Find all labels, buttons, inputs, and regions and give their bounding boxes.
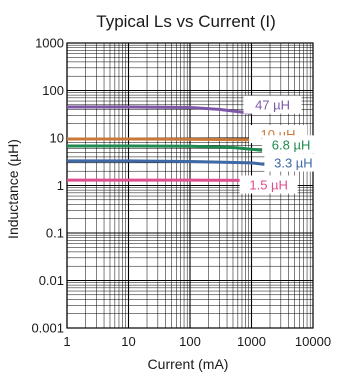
- series-label-bg: [239, 175, 298, 194]
- plot-frame: [66, 42, 314, 329]
- grid: [66, 43, 313, 329]
- y-tick-label: 1: [57, 178, 64, 193]
- series-layer: [67, 105, 289, 183]
- series-line-0: [67, 105, 252, 115]
- y-axis-label: Inductance (µH): [5, 139, 21, 239]
- x-tick-label: 1000: [237, 334, 266, 349]
- chart-title: Typical Ls vs Current (I): [96, 12, 276, 31]
- x-tick-label: 1: [63, 334, 70, 349]
- y-tick-labels: 0.001 0.01 0.1 1 10 100 1000: [31, 36, 64, 336]
- series-label-bg: [264, 153, 323, 172]
- series-label: 6.8 µH: [272, 137, 311, 152]
- series-label: 3.3 µH: [274, 156, 313, 171]
- y-tick-label: 0.1: [46, 226, 64, 241]
- x-tick-label: 10000: [295, 334, 331, 349]
- series-label: 1.5 µH: [249, 178, 288, 193]
- series-line-1: [67, 137, 263, 142]
- series-label-bg: [243, 95, 302, 114]
- y-tick-label: 10: [50, 131, 64, 146]
- y-tick-label: 100: [42, 83, 64, 98]
- x-axis-label: Current (mA): [148, 356, 229, 372]
- series-label-bg: [262, 135, 321, 154]
- y-tick-label: 1000: [35, 36, 64, 51]
- series-label: 47 µH: [255, 98, 290, 113]
- x-tick-label: 100: [179, 334, 201, 349]
- plot-border: [66, 42, 314, 329]
- x-tick-labels: 1 10 100 1000 10000: [63, 334, 331, 349]
- series-line-2: [67, 144, 271, 153]
- x-tick-label: 10: [121, 334, 135, 349]
- y-tick-label: 0.01: [39, 273, 64, 288]
- y-tick-label: 0.001: [31, 321, 64, 336]
